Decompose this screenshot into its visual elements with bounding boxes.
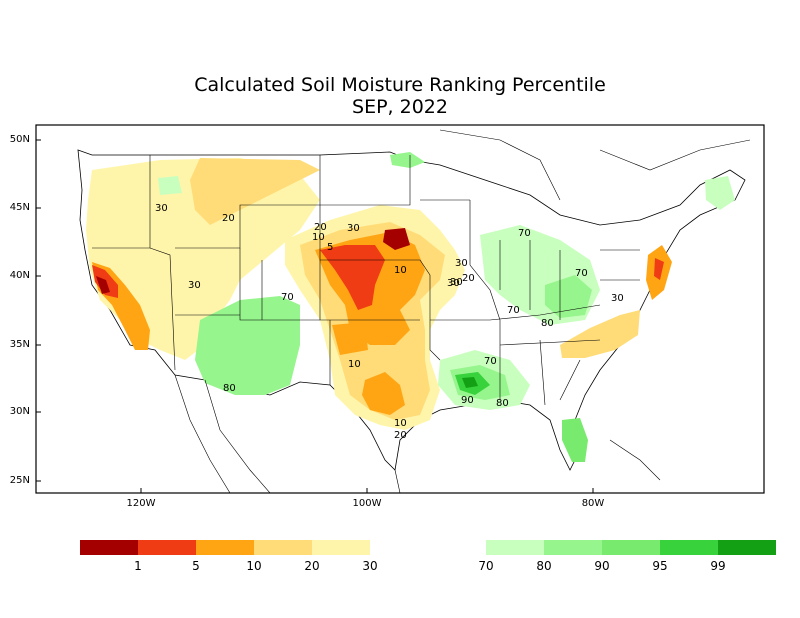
- contour-label: 90: [461, 395, 474, 406]
- contour-label: 20: [462, 273, 475, 284]
- lat-label: 45N: [9, 202, 30, 213]
- contour-label: 10: [312, 232, 325, 243]
- contour-label: 80: [496, 398, 509, 409]
- wet-80-ohio: [545, 275, 592, 318]
- legend-swatch: [660, 540, 718, 555]
- contour-label: 30: [188, 280, 201, 291]
- wet-70-southwest: [195, 296, 300, 395]
- legend-swatch: [138, 540, 196, 555]
- dry-10-panhandle: [332, 322, 368, 355]
- contour-label: 30: [455, 258, 468, 269]
- contour-label: 70: [507, 305, 520, 316]
- legend-label: 20: [304, 559, 320, 573]
- wet-99-gulf: [462, 377, 478, 388]
- contour-label: 20: [394, 430, 407, 441]
- state-boundaries: [92, 155, 640, 406]
- contour-label: 30: [611, 293, 624, 304]
- legend-swatch: [544, 540, 602, 555]
- contour-label: 10: [348, 359, 361, 370]
- wet-70-maine: [705, 176, 735, 210]
- legend-swatch: [196, 540, 254, 555]
- contour-label: 30: [447, 278, 460, 289]
- contour-label: 30: [155, 203, 168, 214]
- lat-label: 35N: [9, 339, 30, 350]
- contour-label: 80: [223, 383, 236, 394]
- legend-swatch: [718, 540, 776, 555]
- wet-70-north: [390, 152, 425, 168]
- legend-swatch: [312, 540, 370, 555]
- legend-label: 30: [362, 559, 378, 573]
- legend-label: 5: [192, 559, 200, 573]
- lon-label: 100W: [352, 498, 382, 509]
- legend-swatch: [486, 540, 544, 555]
- contour-label: 30: [450, 277, 463, 288]
- legend-label: 1: [134, 559, 142, 573]
- contour-label: 30: [347, 223, 360, 234]
- contour-label: 20: [222, 213, 235, 224]
- contour-label: 80: [541, 318, 554, 329]
- contour-label: 70: [575, 268, 588, 279]
- legend-swatch: [80, 540, 138, 555]
- legend-swatch: [254, 540, 312, 555]
- legend-swatch: [602, 540, 660, 555]
- contour-label: 70: [518, 228, 531, 239]
- plot-frame: [35, 124, 765, 494]
- dry-10-texas: [362, 372, 405, 415]
- lon-label: 120W: [126, 498, 156, 509]
- wet-70-florida: [562, 418, 588, 462]
- contour-labels: 30 20 30 20 10 30 5 10 30 20 30 70 30 70…: [155, 203, 624, 441]
- legend-label: 80: [536, 559, 552, 573]
- lat-label: 25N: [9, 475, 30, 486]
- contour-label: 10: [394, 265, 407, 276]
- contour-label: 20: [314, 222, 327, 233]
- dry-20-northwest: [190, 158, 320, 225]
- lat-label: 50N: [9, 134, 30, 145]
- legend-swatch: [428, 540, 486, 555]
- lon-label: 80W: [581, 498, 605, 509]
- map-title: Calculated Soil Moisture Ranking Percent…: [194, 74, 606, 96]
- dry-20-southeast: [560, 310, 640, 358]
- contour-label: 70: [484, 356, 497, 367]
- contour-label: 70: [281, 292, 294, 303]
- border-lines: [174, 129, 751, 493]
- legend-label: 99: [710, 559, 726, 573]
- legend-label: 70: [478, 559, 494, 573]
- wet-70-wyoming: [158, 176, 182, 195]
- legend-label: 10: [246, 559, 262, 573]
- dry-5-plains: [320, 245, 385, 310]
- legend-label: 95: [652, 559, 668, 573]
- contour-label: 10: [394, 418, 407, 429]
- contour-label: 5: [327, 242, 333, 253]
- legend-label: 90: [594, 559, 610, 573]
- axis-ticks: [36, 139, 594, 493]
- lat-label: 30N: [9, 406, 30, 417]
- map-subtitle: SEP, 2022: [352, 96, 448, 118]
- dry-30-west: [86, 158, 320, 360]
- dry-5-northeast: [654, 258, 664, 280]
- dry-1-california: [96, 276, 110, 294]
- dry-1-nebraska: [383, 228, 410, 250]
- lat-label: 40N: [9, 270, 30, 281]
